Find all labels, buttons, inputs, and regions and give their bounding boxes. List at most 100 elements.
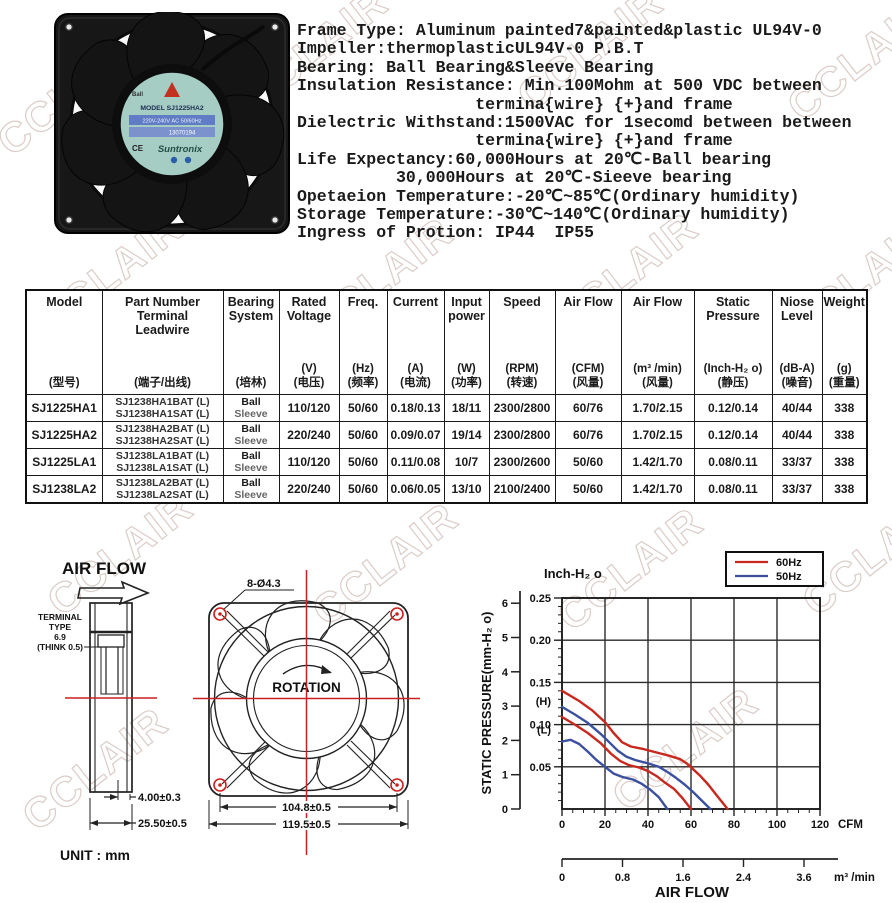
y-outer-tick-label: 3 [502, 701, 508, 713]
model-cell: SJ1225LA1 [25, 448, 103, 476]
fan-wire [200, 24, 266, 72]
x-tick-label: 60 [685, 819, 697, 831]
dim-width-label: 25.50±0.5 [138, 818, 187, 830]
spec-line: Life Expectancy:60,000Hours at 20℃-Ball … [297, 149, 772, 169]
model-cell: SJ1238LA2 [25, 475, 103, 503]
value-cell: 2100/2400 [488, 475, 556, 503]
column-header: Bearing System (培林) [222, 289, 280, 395]
value-cell: 1.70/2.15 [620, 394, 695, 422]
x2-tick-label: 0 [559, 872, 565, 884]
performance-chart: 0.05 0.10 0.15 0.20 0.25 Inch-H₂ o (H) (L) 0 1 2 3 4… [479, 551, 875, 901]
curve-50Hz-H [560, 705, 712, 811]
column-header: Air Flow (m³ /min) (风量) [620, 289, 695, 395]
value-cell: 50/60 [338, 448, 388, 476]
column-header: Model (型号) [25, 289, 103, 395]
dim-frame-label: 119.5±0.5 [282, 819, 330, 831]
part-number-cell: SJ1238HA2BAT (L) SJ1238HA2SAT (L) [101, 421, 224, 449]
table-row: SJ1225HA1 SJ1238HA1BAT (L) SJ1238HA1SAT (L… [25, 394, 868, 422]
y-inner-tick-label: 0.05 [530, 762, 551, 774]
mounting-holes [64, 22, 280, 225]
column-header: Input power (W) (功率) [443, 289, 490, 395]
value-cell: 50/60 [338, 475, 388, 503]
hole-callout-label: 8-Ø4.3 [247, 578, 281, 590]
fan-product-photo: Ball MODEL SJ1225HA2 220V-240V AC 50/60H… [54, 12, 290, 234]
column-header: Speed (RPM) (转速) [488, 289, 556, 395]
value-cell: 0.08/0.11 [693, 475, 773, 503]
spec-table-wrap: Model (型号) Part Number Terminal Leadwire (端子/… [25, 289, 868, 504]
curve-annotation: (L) [537, 725, 551, 737]
svg-text:TYPE: TYPE [49, 622, 72, 632]
unit-label: UNIT : mm [60, 847, 130, 863]
legend-label: 50Hz [776, 571, 802, 583]
dim-depth-label: 4.00±0.3 [138, 792, 181, 804]
value-cell: 60/76 [554, 394, 622, 422]
label-voltage-text: 220V-240V AC 50/60Hz [142, 119, 201, 125]
value-cell: 13/10 [443, 475, 490, 503]
column-header: Freq. (Hz) (频率) [338, 289, 388, 395]
ce-mark: CE [132, 144, 144, 153]
column-header: Weight (g) (重量) [821, 289, 868, 395]
struts [221, 610, 396, 789]
table-row: SJ1225HA2 SJ1238HA2BAT (L) SJ1238HA2SAT (L… [25, 421, 868, 449]
value-cell: 50/60 [338, 394, 388, 422]
value-cell: 33/37 [771, 448, 823, 476]
y-outer-tick-label: 4 [502, 667, 509, 679]
value-cell: 0.12/0.14 [693, 394, 773, 422]
value-cell: 110/120 [278, 448, 340, 476]
value-cell: 60/76 [554, 421, 622, 449]
bearing-cell: Ball Sleeve [222, 448, 280, 476]
value-cell: 0.12/0.14 [693, 421, 773, 449]
x2-tick-label: 0.8 [615, 872, 630, 884]
x-tick-label: 20 [599, 819, 611, 831]
value-cell: 50/60 [338, 421, 388, 449]
label-model-text: MODEL SJ1225HA2 [140, 105, 204, 112]
terminal-block [97, 634, 125, 648]
value-cell: 19/14 [443, 421, 490, 449]
value-cell: 0.09/0.07 [386, 421, 445, 449]
column-header: Part Number Terminal Leadwire (端子/出线) [101, 289, 224, 395]
table-body: SJ1225HA1 SJ1238HA1BAT (L) SJ1238HA1SAT (L… [25, 394, 868, 503]
spec-line: termina{wire} {+}and frame [297, 131, 733, 151]
x2-axis-unit: m³ /min [834, 872, 875, 884]
value-cell: 40/44 [771, 394, 823, 422]
frame-outline [208, 602, 409, 797]
label-ball-text: Ball [132, 92, 143, 98]
bearing-cell: Ball Sleeve [222, 394, 280, 422]
x2-tick-label: 3.6 [796, 872, 811, 884]
svg-text:6.9: 6.9 [54, 632, 66, 642]
legend-box [725, 551, 824, 587]
air-flow-arrow-icon [77, 580, 151, 606]
value-cell: 2300/2600 [488, 448, 556, 476]
y-outer-tick-label: 6 [502, 598, 508, 610]
y-axis-title: STATIC PRESSURE(mm-H₂ o) [479, 612, 494, 795]
column-header: Niose Level (dB-A) (噪音) [771, 289, 823, 395]
bearing-cell: Ball Sleeve [222, 421, 280, 449]
value-cell: 1.70/2.15 [620, 421, 695, 449]
curve-60Hz-H [560, 689, 729, 811]
value-cell: 10/7 [443, 448, 490, 476]
value-cell: 40/44 [771, 421, 823, 449]
y-inner-tick-label: 0.15 [530, 677, 551, 689]
value-cell: 0.08/0.11 [693, 448, 773, 476]
value-cell: 338 [821, 448, 868, 476]
model-cell: SJ1225HA2 [25, 421, 103, 449]
x-tick-label: 40 [642, 819, 654, 831]
y-inner-tick-label: 0.20 [530, 635, 551, 647]
curve-60Hz-L [560, 715, 693, 811]
dim-holes-label: 104.8±0.5 [282, 802, 331, 814]
spec-table: Model (型号) Part Number Terminal Leadwire (端子/… [25, 289, 868, 504]
spec-line: Storage Temperature:-30℃~140℃(Ordinary h… [297, 205, 790, 225]
column-header: Rated Voltage (V) (电压) [278, 289, 340, 395]
part-number-cell: SJ1238LA2BAT (L) SJ1238LA2SAT (L) [101, 475, 224, 503]
curve-annotation: (H) [536, 696, 552, 708]
value-cell: 18/11 [443, 394, 490, 422]
value-cell: 110/120 [278, 394, 340, 422]
svg-text:(THINK 0.5): (THINK 0.5) [37, 642, 83, 652]
x-tick-label: 120 [811, 819, 829, 831]
value-cell: 220/240 [278, 421, 340, 449]
x-tick-label: 0 [559, 819, 565, 831]
side-view-drawing: AIR FLOW TERMINAL TYPE 6.9 (THINK 0.5) 4… [37, 559, 187, 863]
value-cell: 2300/2800 [488, 394, 556, 422]
spec-line: Bearing: Ball Bearing&Sleeve Bearing [297, 57, 654, 77]
spec-line: Ingress of Protion: IP44 IP55 [297, 223, 595, 243]
